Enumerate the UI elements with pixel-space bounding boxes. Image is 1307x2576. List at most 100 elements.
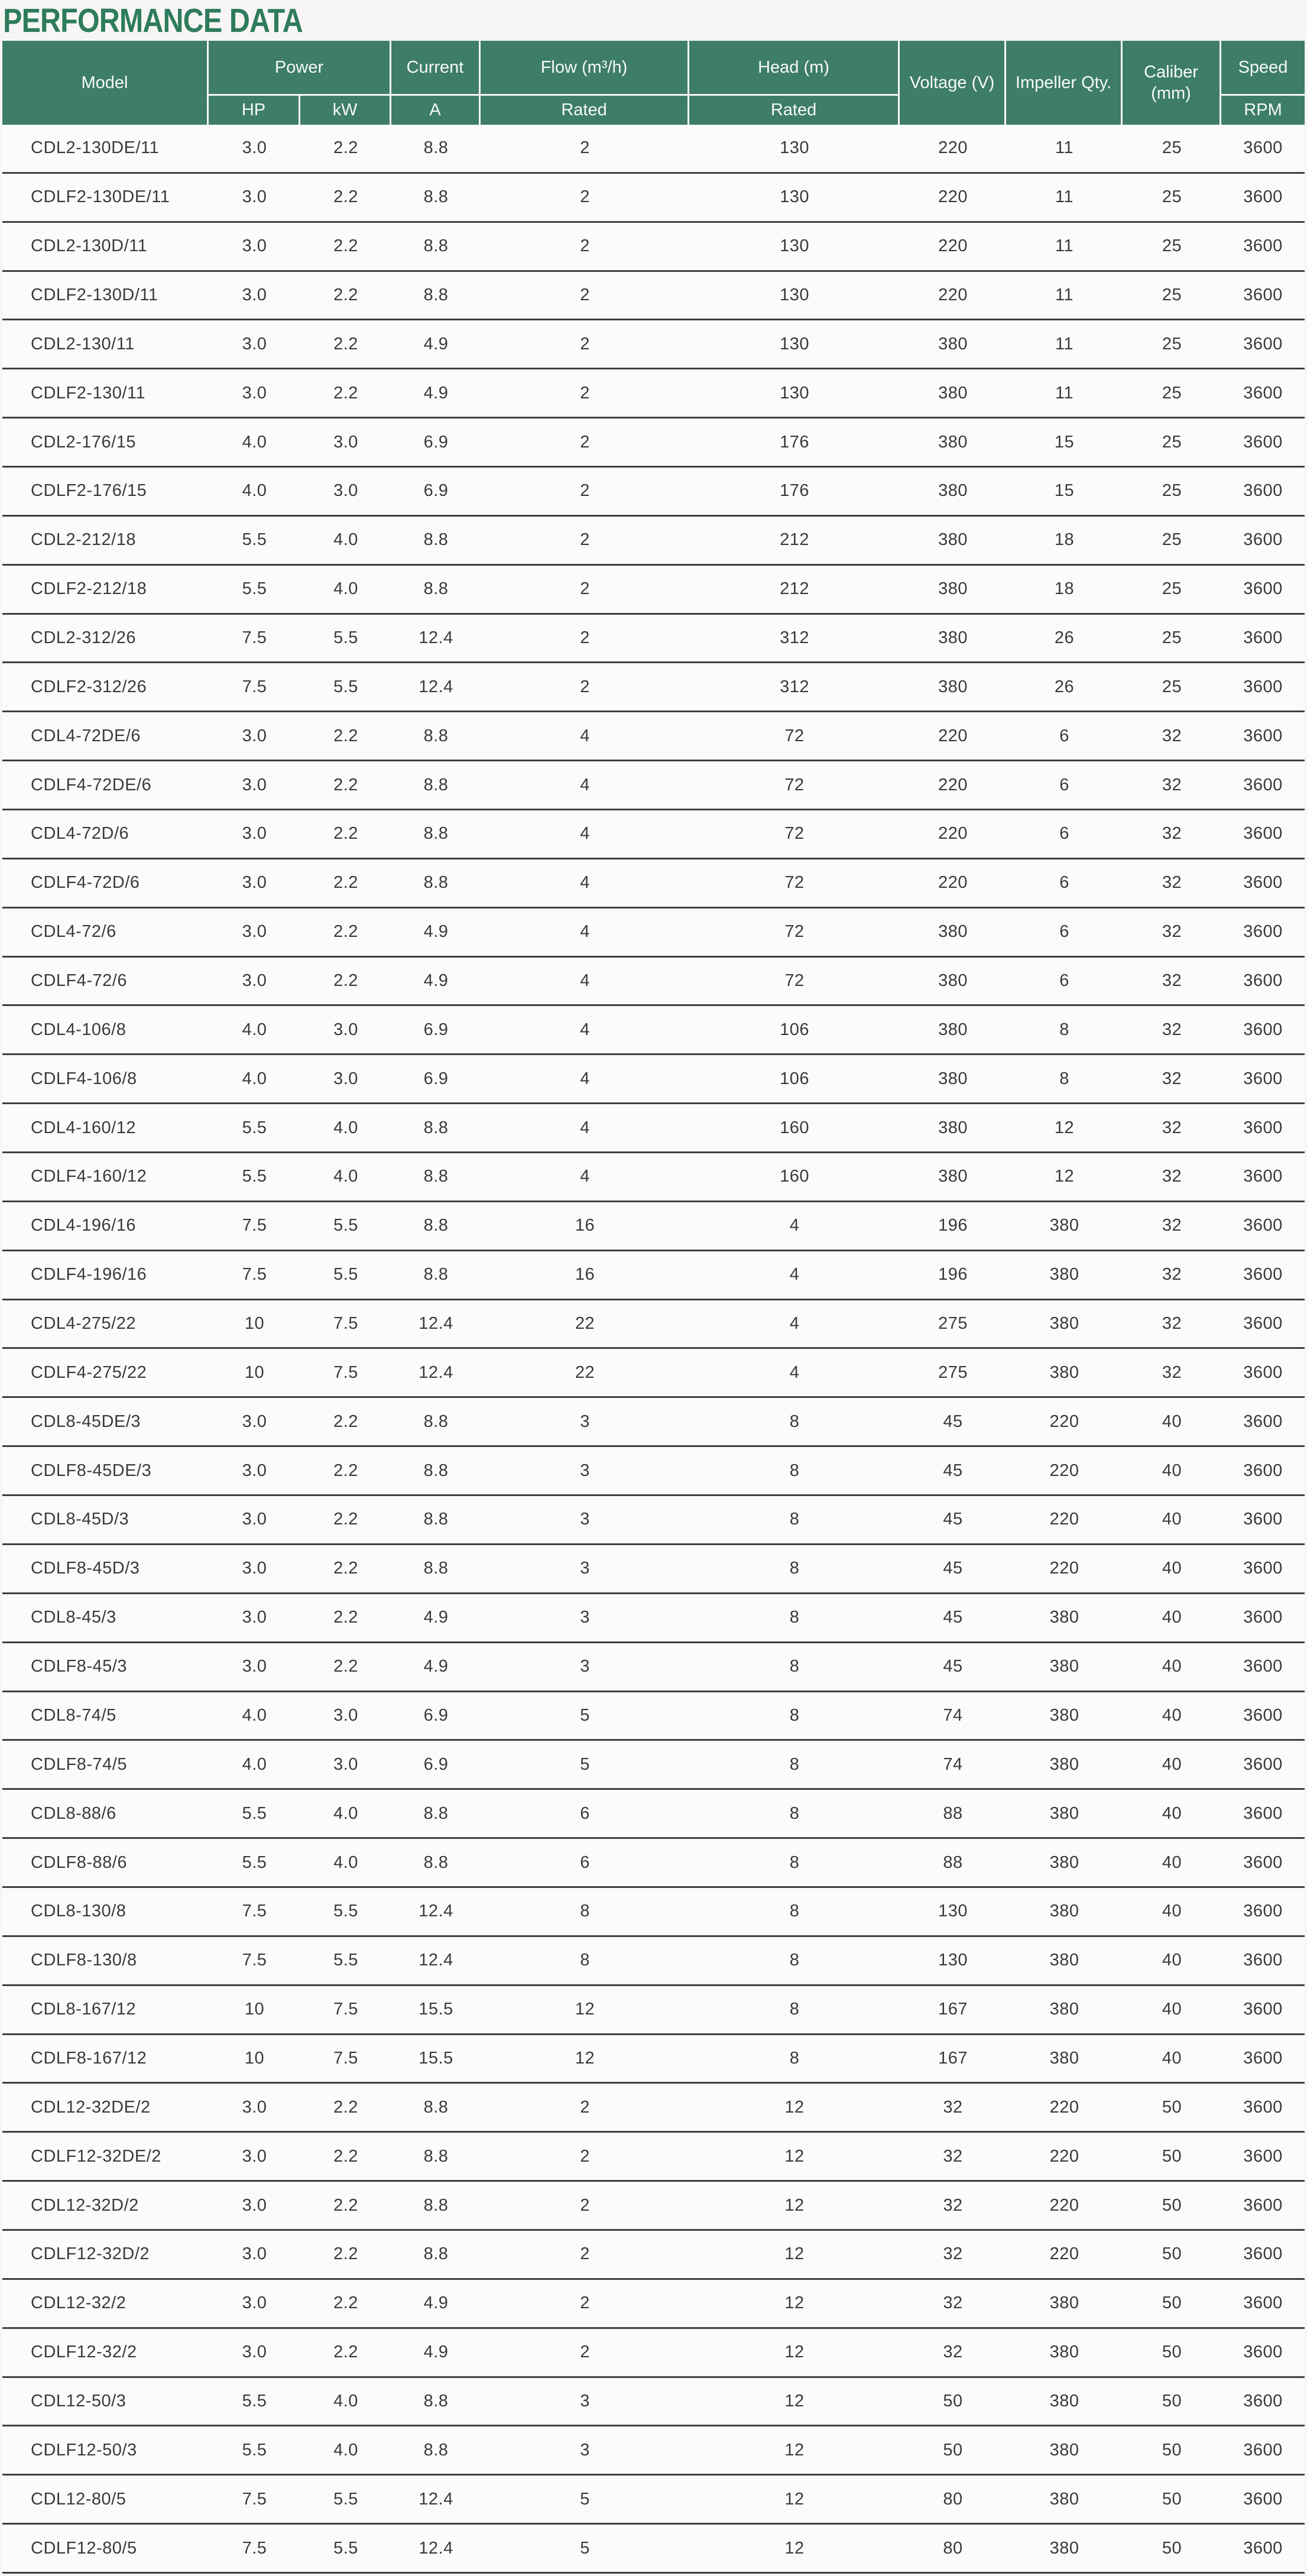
col-subheader-rpm: RPM <box>1221 96 1305 125</box>
cell-flow: 4 <box>481 1006 690 1056</box>
cell-flow: 2 <box>481 418 690 468</box>
cell-speed: 3600 <box>1221 1006 1305 1056</box>
cell-kw: 7.5 <box>300 1349 392 1399</box>
cell-voltage: 74 <box>900 1741 1007 1790</box>
cell-hp: 5.5 <box>209 1790 300 1839</box>
cell-head: 72 <box>689 957 900 1007</box>
table-row: CDL12-32D/2 3.0 2.2 8.8 2 12 32 220 50 3600 <box>2 2182 1305 2231</box>
cell-impeller: 380 <box>1006 2426 1123 2476</box>
cell-caliber: 50 <box>1123 2182 1222 2231</box>
cell-speed: 3600 <box>1221 1447 1305 1497</box>
cell-impeller: 6 <box>1006 761 1123 811</box>
cell-model: CDLF12-50/3 <box>2 2426 209 2476</box>
cell-model: CDL2-212/18 <box>2 516 209 566</box>
cell-model: CDL8-45DE/3 <box>2 1398 209 1448</box>
cell-impeller: 220 <box>1006 1496 1123 1545</box>
cell-speed: 3600 <box>1221 908 1305 958</box>
col-header-caliber: Caliber (mm) <box>1123 41 1222 125</box>
table-row: CDL2-212/18 5.5 4.0 8.8 2 212 380 18 25 3600 <box>2 516 1305 566</box>
cell-head: 4 <box>689 1349 900 1399</box>
cell-impeller: 380 <box>1006 1251 1123 1300</box>
cell-flow: 3 <box>481 2426 690 2476</box>
cell-speed: 3600 <box>1221 810 1305 859</box>
cell-speed: 3600 <box>1221 1692 1305 1741</box>
cell-hp: 5.5 <box>209 565 300 615</box>
cell-flow: 3 <box>481 2377 690 2427</box>
cell-hp: 5.5 <box>209 1104 300 1154</box>
cell-caliber: 40 <box>1123 1398 1222 1448</box>
cell-speed: 3600 <box>1221 173 1305 223</box>
cell-voltage: 80 <box>900 2476 1007 2525</box>
cell-hp: 10 <box>209 2035 300 2084</box>
cell-hp: 7.5 <box>209 663 300 713</box>
cell-model: CDL2-130DE/11 <box>2 125 209 174</box>
cell-voltage: 45 <box>900 1545 1007 1594</box>
cell-a: 4.9 <box>391 369 481 419</box>
cell-hp: 3.0 <box>209 1643 300 1692</box>
cell-impeller: 26 <box>1006 663 1123 713</box>
cell-impeller: 11 <box>1006 369 1123 419</box>
cell-flow: 8 <box>481 1936 690 1986</box>
cell-speed: 3600 <box>1221 2230 1305 2280</box>
cell-hp: 7.5 <box>209 614 300 664</box>
table-row: CDL8-45/3 3.0 2.2 4.9 3 8 45 380 40 3600 <box>2 1594 1305 1643</box>
cell-speed: 3600 <box>1221 1936 1305 1986</box>
cell-caliber: 40 <box>1123 1936 1222 1986</box>
cell-hp: 3.0 <box>209 125 300 174</box>
col-subheader-hp: HP <box>209 96 300 125</box>
performance-table: Model Power Current Flow (m³/h) Head (m)… <box>2 41 1305 2574</box>
cell-a: 8.8 <box>391 1839 481 1888</box>
cell-a: 8.8 <box>391 810 481 859</box>
cell-impeller: 380 <box>1006 2328 1123 2378</box>
cell-impeller: 12 <box>1006 1153 1123 1202</box>
table-row: CDLF4-106/8 4.0 3.0 6.9 4 106 380 8 32 3600 <box>2 1055 1305 1105</box>
cell-kw: 5.5 <box>300 1936 392 1986</box>
cell-impeller: 220 <box>1006 2133 1123 2182</box>
cell-speed: 3600 <box>1221 2476 1305 2525</box>
cell-caliber: 50 <box>1123 2377 1222 2427</box>
table-row: CDLF12-32D/2 3.0 2.2 8.8 2 12 32 220 50 3600 <box>2 2230 1305 2280</box>
cell-head: 8 <box>689 1594 900 1643</box>
cell-flow: 2 <box>481 468 690 517</box>
cell-voltage: 220 <box>900 173 1007 223</box>
cell-model: CDL4-72D/6 <box>2 810 209 859</box>
cell-a: 8.8 <box>391 1202 481 1251</box>
cell-speed: 3600 <box>1221 1300 1305 1349</box>
table-row: CDL4-106/8 4.0 3.0 6.9 4 106 380 8 32 3600 <box>2 1006 1305 1056</box>
col-subheader-kw: kW <box>300 96 392 125</box>
cell-kw: 3.0 <box>300 1006 392 1056</box>
cell-caliber: 40 <box>1123 1545 1222 1594</box>
cell-model: CDLF2-130/11 <box>2 369 209 419</box>
cell-caliber: 32 <box>1123 1251 1222 1300</box>
cell-head: 130 <box>689 173 900 223</box>
cell-flow: 5 <box>481 2525 690 2574</box>
cell-model: CDL4-106/8 <box>2 1006 209 1056</box>
cell-hp: 3.0 <box>209 2230 300 2280</box>
cell-voltage: 380 <box>900 614 1007 664</box>
cell-model: CDL2-130D/11 <box>2 222 209 272</box>
table-row: CDL12-32DE/2 3.0 2.2 8.8 2 12 32 220 50 3600 <box>2 2084 1305 2133</box>
cell-flow: 4 <box>481 810 690 859</box>
table-row: CDLF4-72/6 3.0 2.2 4.9 4 72 380 6 32 3600 <box>2 957 1305 1007</box>
cell-kw: 2.2 <box>300 2230 392 2280</box>
cell-hp: 3.0 <box>209 320 300 370</box>
cell-model: CDL12-50/3 <box>2 2377 209 2427</box>
cell-voltage: 220 <box>900 222 1007 272</box>
cell-a: 15.5 <box>391 2035 481 2084</box>
cell-impeller: 6 <box>1006 859 1123 909</box>
cell-voltage: 220 <box>900 859 1007 909</box>
cell-voltage: 380 <box>900 468 1007 517</box>
cell-impeller: 15 <box>1006 418 1123 468</box>
cell-flow: 3 <box>481 1545 690 1594</box>
cell-speed: 3600 <box>1221 2426 1305 2476</box>
cell-speed: 3600 <box>1221 957 1305 1007</box>
cell-a: 8.8 <box>391 565 481 615</box>
cell-model: CDLF4-196/16 <box>2 1251 209 1300</box>
col-header-current: Current <box>391 41 481 96</box>
cell-head: 8 <box>689 1790 900 1839</box>
cell-a: 8.8 <box>391 2230 481 2280</box>
cell-a: 8.8 <box>391 761 481 811</box>
table-row: CDL2-130/11 3.0 2.2 4.9 2 130 380 11 25 3600 <box>2 320 1305 370</box>
cell-kw: 2.2 <box>300 1496 392 1545</box>
cell-a: 8.8 <box>391 271 481 321</box>
